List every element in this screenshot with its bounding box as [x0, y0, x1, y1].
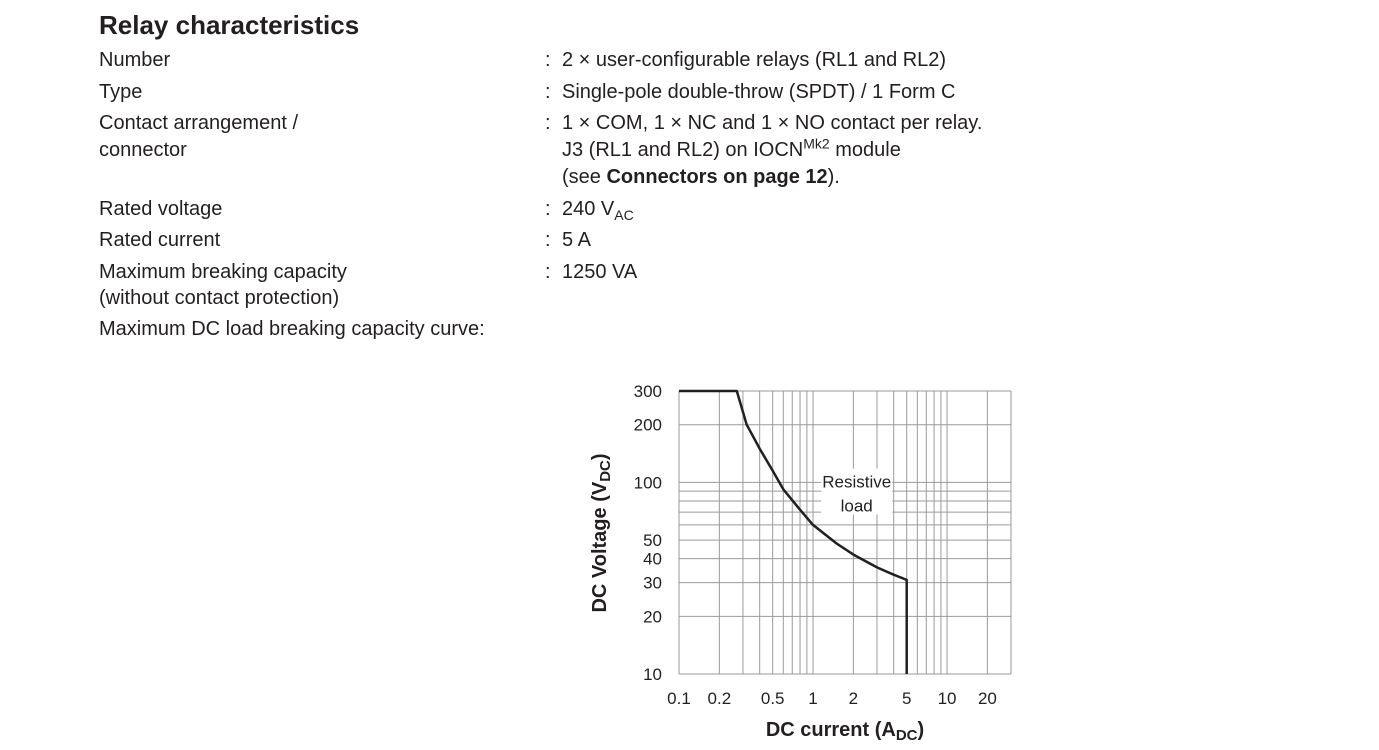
colon: : [545, 81, 551, 103]
y-axis-label-part: DC Voltage (V [589, 481, 611, 612]
x-axis-label-part: DC current (A [766, 719, 896, 741]
colon: : [545, 261, 551, 283]
y-tick-label: 10 [643, 665, 662, 684]
annotation-text: Resistive [822, 473, 891, 492]
text: J3 (RL1 and RL2) on IOCN [562, 139, 804, 161]
value-contact-arrangement: 1 × COM, 1 × NC and 1 × NO contact per r… [562, 112, 983, 134]
x-tick-label: 2 [849, 689, 858, 708]
colon: : [545, 112, 551, 134]
label-max-breaking-2: (without contact protection) [99, 287, 340, 309]
value-rated-current: 5 A [562, 229, 591, 251]
value-connector: J3 (RL1 and RL2) on IOCNMk2 module [562, 135, 901, 164]
subscript: AC [614, 207, 634, 223]
x-tick-label: 5 [902, 689, 911, 708]
y-tick-label: 100 [634, 473, 662, 492]
x-tick-label: 10 [938, 689, 957, 708]
label-type: Type [99, 81, 143, 103]
text: (see [562, 166, 607, 188]
x-tick-label: 0.5 [761, 689, 785, 708]
y-axis-label: DC Voltage (VDC) [589, 453, 614, 612]
text: module [829, 139, 901, 161]
y-tick-label: 300 [634, 382, 662, 401]
text: ). [827, 166, 840, 188]
curve-resistive-load [679, 389, 908, 674]
section-title: Relay characteristics [99, 10, 360, 40]
annotation-text: load [841, 497, 873, 516]
colon: : [545, 198, 551, 220]
y-tick-label: 50 [643, 531, 662, 550]
superscript: Mk2 [803, 135, 830, 152]
value-number: 2 × user-configurable relays (RL1 and RL… [562, 49, 947, 71]
x-tick-label: 0.2 [708, 689, 732, 708]
colon: : [545, 229, 551, 251]
y-tick-label: 30 [643, 574, 662, 593]
label-contact-arrangement-2: connector [99, 139, 187, 161]
y-tick-label: 20 [643, 607, 662, 626]
y-axis-label-part: ) [589, 453, 611, 460]
y-axis-label-part: DC [597, 460, 614, 482]
y-tick-label: 200 [634, 416, 662, 435]
value-type: Single-pole double-throw (SPDT) / 1 Form… [562, 81, 956, 103]
value-see-connectors: (see Connectors on page 12). [562, 164, 840, 191]
colon: : [545, 49, 551, 71]
label-number: Number [99, 49, 171, 71]
value-rated-voltage: 240 VAC [562, 196, 634, 223]
label-rated-current: Rated current [99, 229, 221, 251]
label-contact-arrangement: Contact arrangement / [99, 112, 298, 134]
annotation-background [821, 468, 893, 515]
x-tick-label: 1 [808, 689, 817, 708]
label-dc-curve: Maximum DC load breaking capacity curve: [99, 318, 485, 340]
value-max-breaking: 1250 VA [562, 261, 638, 283]
x-tick-label: 20 [978, 689, 997, 708]
connectors-link[interactable]: Connectors on page 12 [606, 166, 828, 188]
text: 240 V [562, 198, 615, 220]
label-max-breaking: Maximum breaking capacity [99, 261, 347, 283]
x-axis-label-part: ) [918, 719, 925, 741]
label-rated-voltage: Rated voltage [99, 198, 223, 220]
y-tick-label: 40 [643, 550, 662, 569]
x-axis-label-part: DC [896, 727, 918, 744]
x-axis-label: DC current (ADC) [766, 719, 924, 744]
x-tick-label: 0.1 [667, 689, 691, 708]
